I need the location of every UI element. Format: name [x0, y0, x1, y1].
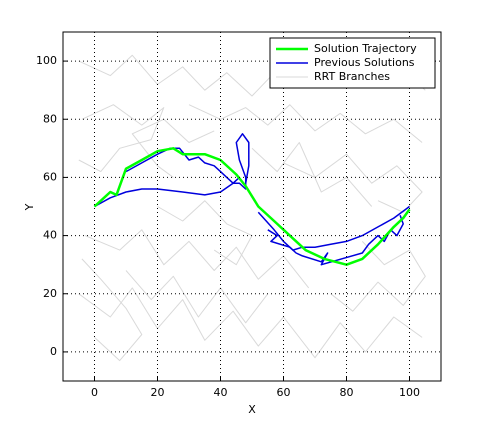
series-line [78, 104, 165, 173]
y-tick-label: 60 [43, 170, 57, 183]
series-line [157, 200, 253, 266]
legend-label: Previous Solutions [314, 56, 415, 69]
legend-label: Solution Trajectory [314, 42, 417, 55]
series-line [94, 176, 240, 208]
y-tick-label: 80 [43, 112, 57, 125]
x-tick-label: 20 [151, 386, 165, 399]
series-line [131, 118, 215, 178]
series-line [330, 241, 426, 312]
series-line [267, 214, 404, 266]
axes-box [62, 31, 442, 382]
series-line [81, 258, 143, 362]
y-tick-label: 40 [43, 229, 57, 242]
x-tick-label: 100 [399, 386, 420, 399]
x-tick-label: 60 [277, 386, 291, 399]
y-axis-label: Y [23, 203, 36, 211]
y-tick-label: 0 [50, 345, 57, 358]
y-tick-label: 100 [36, 54, 57, 67]
series-line [93, 147, 411, 266]
legend-label: RRT Branches [314, 70, 390, 83]
series-line [188, 104, 423, 143]
series-line [125, 270, 269, 324]
x-axis-label: X [248, 403, 256, 416]
x-tick-label: 40 [214, 386, 228, 399]
series-line [251, 142, 373, 207]
y-tick-label: 20 [43, 287, 57, 300]
series-line [84, 229, 310, 289]
x-tick-label: 0 [91, 386, 98, 399]
series-line [257, 205, 410, 251]
plot-area [78, 54, 426, 362]
x-tick-label: 80 [340, 386, 354, 399]
series-line [78, 287, 423, 359]
